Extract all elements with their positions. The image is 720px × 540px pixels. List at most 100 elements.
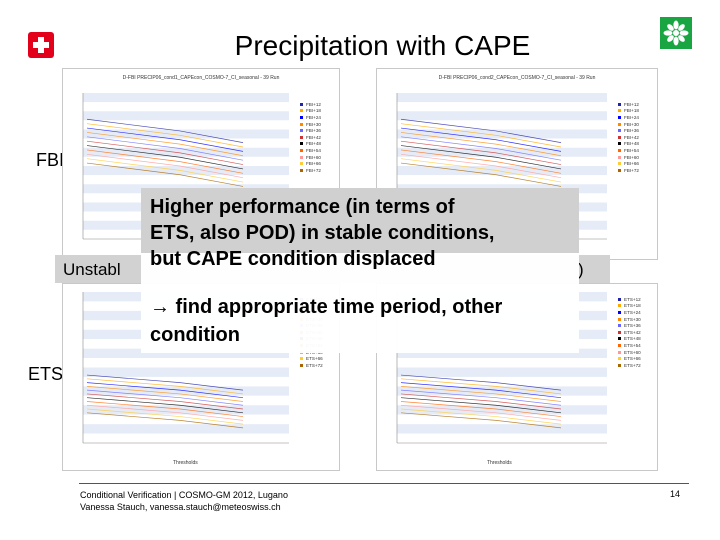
legend-swatch (618, 122, 621, 126)
legend-label: ETS+24 (624, 309, 641, 315)
legend-item: FBI+60 (300, 154, 336, 161)
legend-swatch (618, 350, 621, 354)
footer-line: Conditional Verification | COSMO-GM 2012… (80, 490, 288, 500)
series-line (400, 162, 562, 187)
legend-label: ETS+66 (306, 356, 323, 362)
footer-credit: Conditional Verification | COSMO-GM 2012… (80, 489, 288, 513)
overlay-line: ETS, also POD) in stable conditions, (150, 222, 495, 244)
legend-item: FBI+54 (300, 147, 336, 154)
footer-line: Vanessa Stauch, vanessa.stauch@meteoswis… (80, 502, 281, 512)
legend-label: ETS+66 (624, 356, 641, 362)
series-line (86, 118, 244, 143)
plot-band (83, 102, 289, 112)
legend-label: FBI+42 (306, 134, 321, 140)
series-line (400, 382, 562, 399)
legend-label: ETS+12 (624, 296, 641, 302)
series-line (400, 374, 562, 391)
series-line (86, 389, 244, 406)
legend-label: ETS+42 (624, 329, 641, 335)
plot-band (397, 376, 607, 387)
plot-band (83, 348, 289, 359)
legend-item: ETS+54 (618, 342, 654, 349)
legend-item: FBI+30 (618, 121, 654, 128)
series-line (86, 162, 244, 187)
series-line (86, 404, 244, 421)
legend-swatch (618, 109, 621, 113)
legend-item: FBI+36 (300, 127, 336, 134)
legend-label: FBI+54 (624, 147, 639, 153)
legend-item: ETS+24 (618, 309, 654, 316)
legend-swatch (618, 148, 621, 152)
legend-item: FBI+36 (618, 127, 654, 134)
legend-label: FBI+60 (624, 154, 639, 160)
legend-swatch (300, 363, 303, 367)
row-label-fbi: FBI (36, 150, 65, 170)
series-line (86, 136, 244, 161)
series-line (86, 374, 244, 391)
legend-label: ETS+36 (624, 323, 641, 329)
plot-band (397, 414, 607, 425)
legend-swatch (300, 162, 303, 166)
legend-swatch (618, 317, 621, 321)
series-line (400, 145, 562, 170)
legend-swatch (300, 142, 303, 146)
overlay-line: condition (150, 324, 240, 346)
legend-item: FBI+42 (300, 134, 336, 141)
legend-item: FBI+66 (618, 160, 654, 167)
plot-band (397, 138, 607, 148)
chart-legend: FBI+12 FBI+18 FBI+24 FBI+30 FBI+36 FBI+42 FBI+… (300, 101, 336, 174)
legend-label: FBI+36 (624, 128, 639, 134)
legend-swatch (300, 129, 303, 133)
legend-label: ETS+48 (624, 336, 641, 342)
plot-band (83, 147, 289, 157)
series-line (86, 412, 244, 429)
legend-label: ETS+18 (624, 303, 641, 309)
legend-item: ETS+30 (618, 316, 654, 323)
legend-swatch (618, 343, 621, 347)
legend-label: FBI+12 (624, 101, 639, 107)
legend-item: ETS+18 (618, 303, 654, 310)
legend-label: FBI+66 (624, 161, 639, 167)
legend-item: FBI+54 (618, 147, 654, 154)
legend-item: FBI+18 (300, 108, 336, 115)
plot-band (83, 367, 289, 377)
plot-band (397, 424, 607, 434)
series-line (400, 386, 562, 402)
legend-item: FBI+48 (300, 141, 336, 148)
legend-swatch (300, 109, 303, 113)
caption-unstable: Unstabl (63, 260, 121, 279)
series-line (400, 136, 562, 161)
series-line (400, 140, 562, 165)
legend-item: ETS+72 (300, 362, 336, 369)
plot-band (397, 166, 607, 176)
legend-label: FBI+72 (624, 167, 639, 173)
legend-item: ETS+12 (618, 296, 654, 303)
series-line (400, 127, 562, 152)
series-line (400, 404, 562, 421)
footer-divider (79, 483, 689, 484)
cosmo-flower-icon (660, 17, 692, 49)
plot-band (83, 111, 289, 121)
legend-swatch (618, 330, 621, 334)
series-line (400, 408, 562, 425)
row-label-ets: ETS (28, 364, 64, 384)
series-line (86, 408, 244, 425)
legend-label: ETS+60 (624, 349, 641, 355)
series-line (86, 145, 244, 170)
legend-item: ETS+60 (618, 349, 654, 356)
plot-band (83, 395, 289, 406)
series-line (86, 140, 244, 165)
plot-band (83, 414, 289, 425)
legend-label: FBI+36 (306, 128, 321, 134)
series-line (86, 149, 244, 174)
chart-title: D-FBI PRECIP06_cond1_CAPEcon_COSMO-7_CI_… (122, 75, 280, 81)
legend-swatch (618, 357, 621, 361)
legend-label: FBI+12 (306, 101, 321, 107)
legend-label: FBI+54 (306, 147, 321, 153)
series-line (400, 118, 562, 143)
legend-swatch (618, 310, 621, 314)
legend-swatch (300, 168, 303, 172)
plot-band (83, 166, 289, 176)
plot-band (397, 120, 607, 130)
legend-item: FBI+66 (300, 160, 336, 167)
